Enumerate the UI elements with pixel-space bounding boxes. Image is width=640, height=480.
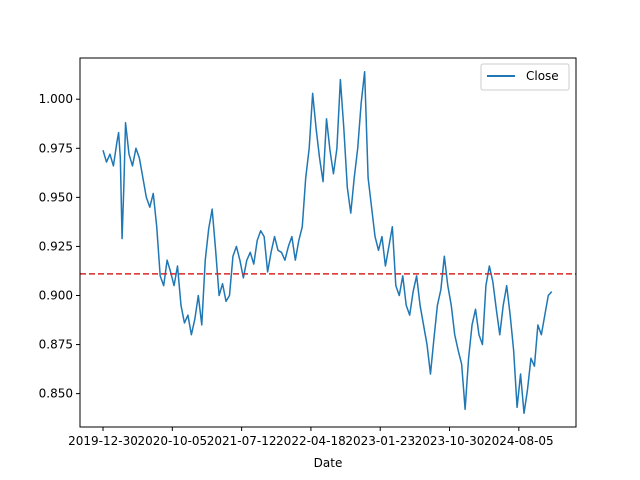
plot-frame	[79, 57, 577, 428]
legend: Close	[480, 63, 570, 91]
x-tick-label: 2020-10-05	[137, 434, 207, 448]
x-tick-label: 2024-08-05	[484, 434, 554, 448]
y-tick-label: 0.850	[39, 387, 73, 401]
legend-box	[480, 63, 570, 91]
x-tick-label: 2022-04-18	[276, 434, 346, 448]
x-tick-label: 2021-07-12	[207, 434, 277, 448]
x-tick-label: 2023-10-30	[415, 434, 485, 448]
y-tick-label: 0.925	[39, 239, 73, 253]
legend-label-close: Close	[526, 69, 559, 83]
y-tick-label: 0.875	[39, 338, 73, 352]
y-tick-label: 0.975	[39, 141, 73, 155]
y-tick-label: 0.950	[39, 190, 73, 204]
x-tick-label: 2023-01-23	[345, 434, 415, 448]
series-line-close	[102, 70, 553, 415]
y-tick-label: 0.900	[39, 288, 73, 302]
x-axis-label: Date	[314, 456, 343, 470]
x-tick-label: 2019-12-30	[68, 434, 138, 448]
y-tick-label: 1.000	[39, 92, 73, 106]
